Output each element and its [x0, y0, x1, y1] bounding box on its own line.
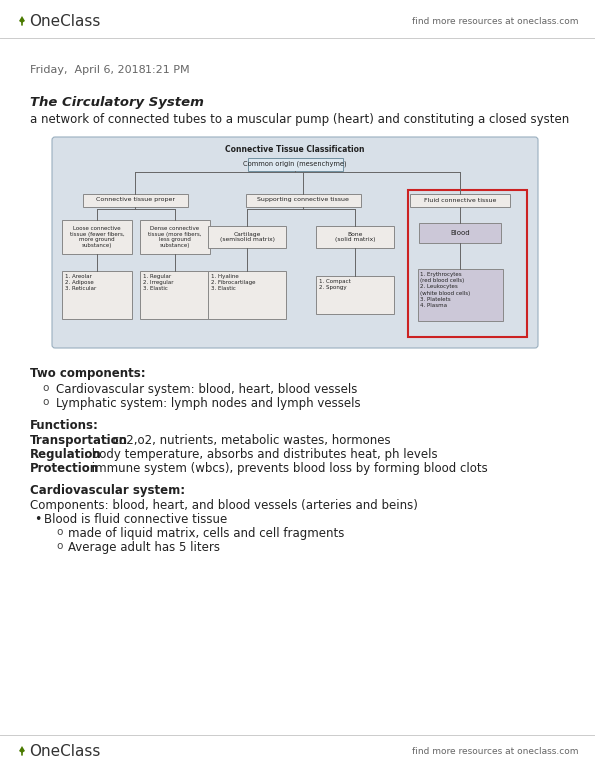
FancyBboxPatch shape: [246, 193, 361, 206]
Text: Two components:: Two components:: [30, 367, 146, 380]
Polygon shape: [19, 16, 25, 23]
FancyBboxPatch shape: [208, 271, 286, 319]
Text: 1:21 PM: 1:21 PM: [145, 65, 190, 75]
Text: 1. Regular
2. Irregular
3. Elastic: 1. Regular 2. Irregular 3. Elastic: [143, 274, 174, 291]
FancyBboxPatch shape: [62, 220, 132, 254]
FancyBboxPatch shape: [208, 226, 286, 248]
Text: Friday,  April 6, 2018: Friday, April 6, 2018: [30, 65, 146, 75]
Text: : immune system (wbcs), prevents blood loss by forming blood clots: : immune system (wbcs), prevents blood l…: [83, 462, 487, 475]
Text: Bone
(solid matrix): Bone (solid matrix): [335, 232, 375, 243]
Text: Loose connective
tissue (fewer fibers,
more ground
substance): Loose connective tissue (fewer fibers, m…: [70, 226, 124, 248]
Text: Blood is fluid connective tissue: Blood is fluid connective tissue: [44, 513, 227, 526]
Text: Supporting connective tissue: Supporting connective tissue: [257, 197, 349, 203]
FancyBboxPatch shape: [83, 193, 187, 206]
Text: 1. Compact
2. Spongy: 1. Compact 2. Spongy: [319, 279, 350, 290]
Text: o: o: [56, 541, 62, 551]
Text: o: o: [56, 527, 62, 537]
Text: Average adult has 5 liters: Average adult has 5 liters: [68, 541, 220, 554]
Polygon shape: [19, 746, 25, 753]
Text: 1. Areolar
2. Adipose
3. Reticular: 1. Areolar 2. Adipose 3. Reticular: [65, 274, 96, 291]
Text: find more resources at oneclass.com: find more resources at oneclass.com: [412, 18, 578, 26]
FancyBboxPatch shape: [62, 271, 132, 319]
Text: Functions:: Functions:: [30, 419, 99, 432]
Text: OneClass: OneClass: [29, 15, 101, 29]
Text: o: o: [42, 397, 48, 407]
Text: Cartilage
(semisolid matrix): Cartilage (semisolid matrix): [220, 232, 274, 243]
Text: Connective tissue proper: Connective tissue proper: [96, 197, 174, 203]
Text: Components: blood, heart, and blood vessels (arteries and beins): Components: blood, heart, and blood vess…: [30, 499, 418, 512]
Text: Transportation: Transportation: [30, 434, 128, 447]
FancyBboxPatch shape: [410, 193, 510, 206]
Text: a network of connected tubes to a muscular pump (heart) and constituting a close: a network of connected tubes to a muscul…: [30, 113, 569, 126]
Text: : body temperature, absorbs and distributes heat, ph levels: : body temperature, absorbs and distribu…: [83, 448, 437, 461]
FancyBboxPatch shape: [418, 269, 503, 321]
Text: Regulation: Regulation: [30, 448, 102, 461]
Text: Lymphatic system: lymph nodes and lymph vessels: Lymphatic system: lymph nodes and lymph …: [56, 397, 361, 410]
Text: Protection: Protection: [30, 462, 99, 475]
FancyBboxPatch shape: [419, 223, 501, 243]
Text: Connective Tissue Classification: Connective Tissue Classification: [226, 145, 365, 153]
FancyBboxPatch shape: [316, 276, 394, 314]
FancyBboxPatch shape: [316, 226, 394, 248]
Text: OneClass: OneClass: [29, 745, 101, 759]
Text: The Circulatory System: The Circulatory System: [30, 96, 204, 109]
Text: Fluid connective tissue: Fluid connective tissue: [424, 197, 496, 203]
Text: •: •: [34, 513, 42, 526]
Text: Cardiovascular system:: Cardiovascular system:: [30, 484, 185, 497]
Text: 1. Hyaline
2. Fibrocartilage
3. Elastic: 1. Hyaline 2. Fibrocartilage 3. Elastic: [211, 274, 255, 291]
Text: Common origin (mesenchyme): Common origin (mesenchyme): [243, 161, 347, 167]
FancyBboxPatch shape: [52, 137, 538, 348]
Text: Cardiovascular system: blood, heart, blood vessels: Cardiovascular system: blood, heart, blo…: [56, 383, 358, 396]
Text: : co2,o2, nutrients, metabolic wastes, hormones: : co2,o2, nutrients, metabolic wastes, h…: [105, 434, 390, 447]
Text: find more resources at oneclass.com: find more resources at oneclass.com: [412, 748, 578, 756]
FancyBboxPatch shape: [248, 158, 343, 170]
FancyBboxPatch shape: [140, 220, 210, 254]
Text: made of liquid matrix, cells and cell fragments: made of liquid matrix, cells and cell fr…: [68, 527, 345, 540]
Text: 1. Erythrocytes
(red blood cells)
2. Leukocytes
(white blood cells)
3. Platelets: 1. Erythrocytes (red blood cells) 2. Leu…: [421, 272, 471, 308]
Text: o: o: [42, 383, 48, 393]
Text: Blood: Blood: [450, 230, 470, 236]
Text: Dense connective
tissue (more fibers,
less ground
substance): Dense connective tissue (more fibers, le…: [148, 226, 202, 248]
FancyBboxPatch shape: [140, 271, 210, 319]
